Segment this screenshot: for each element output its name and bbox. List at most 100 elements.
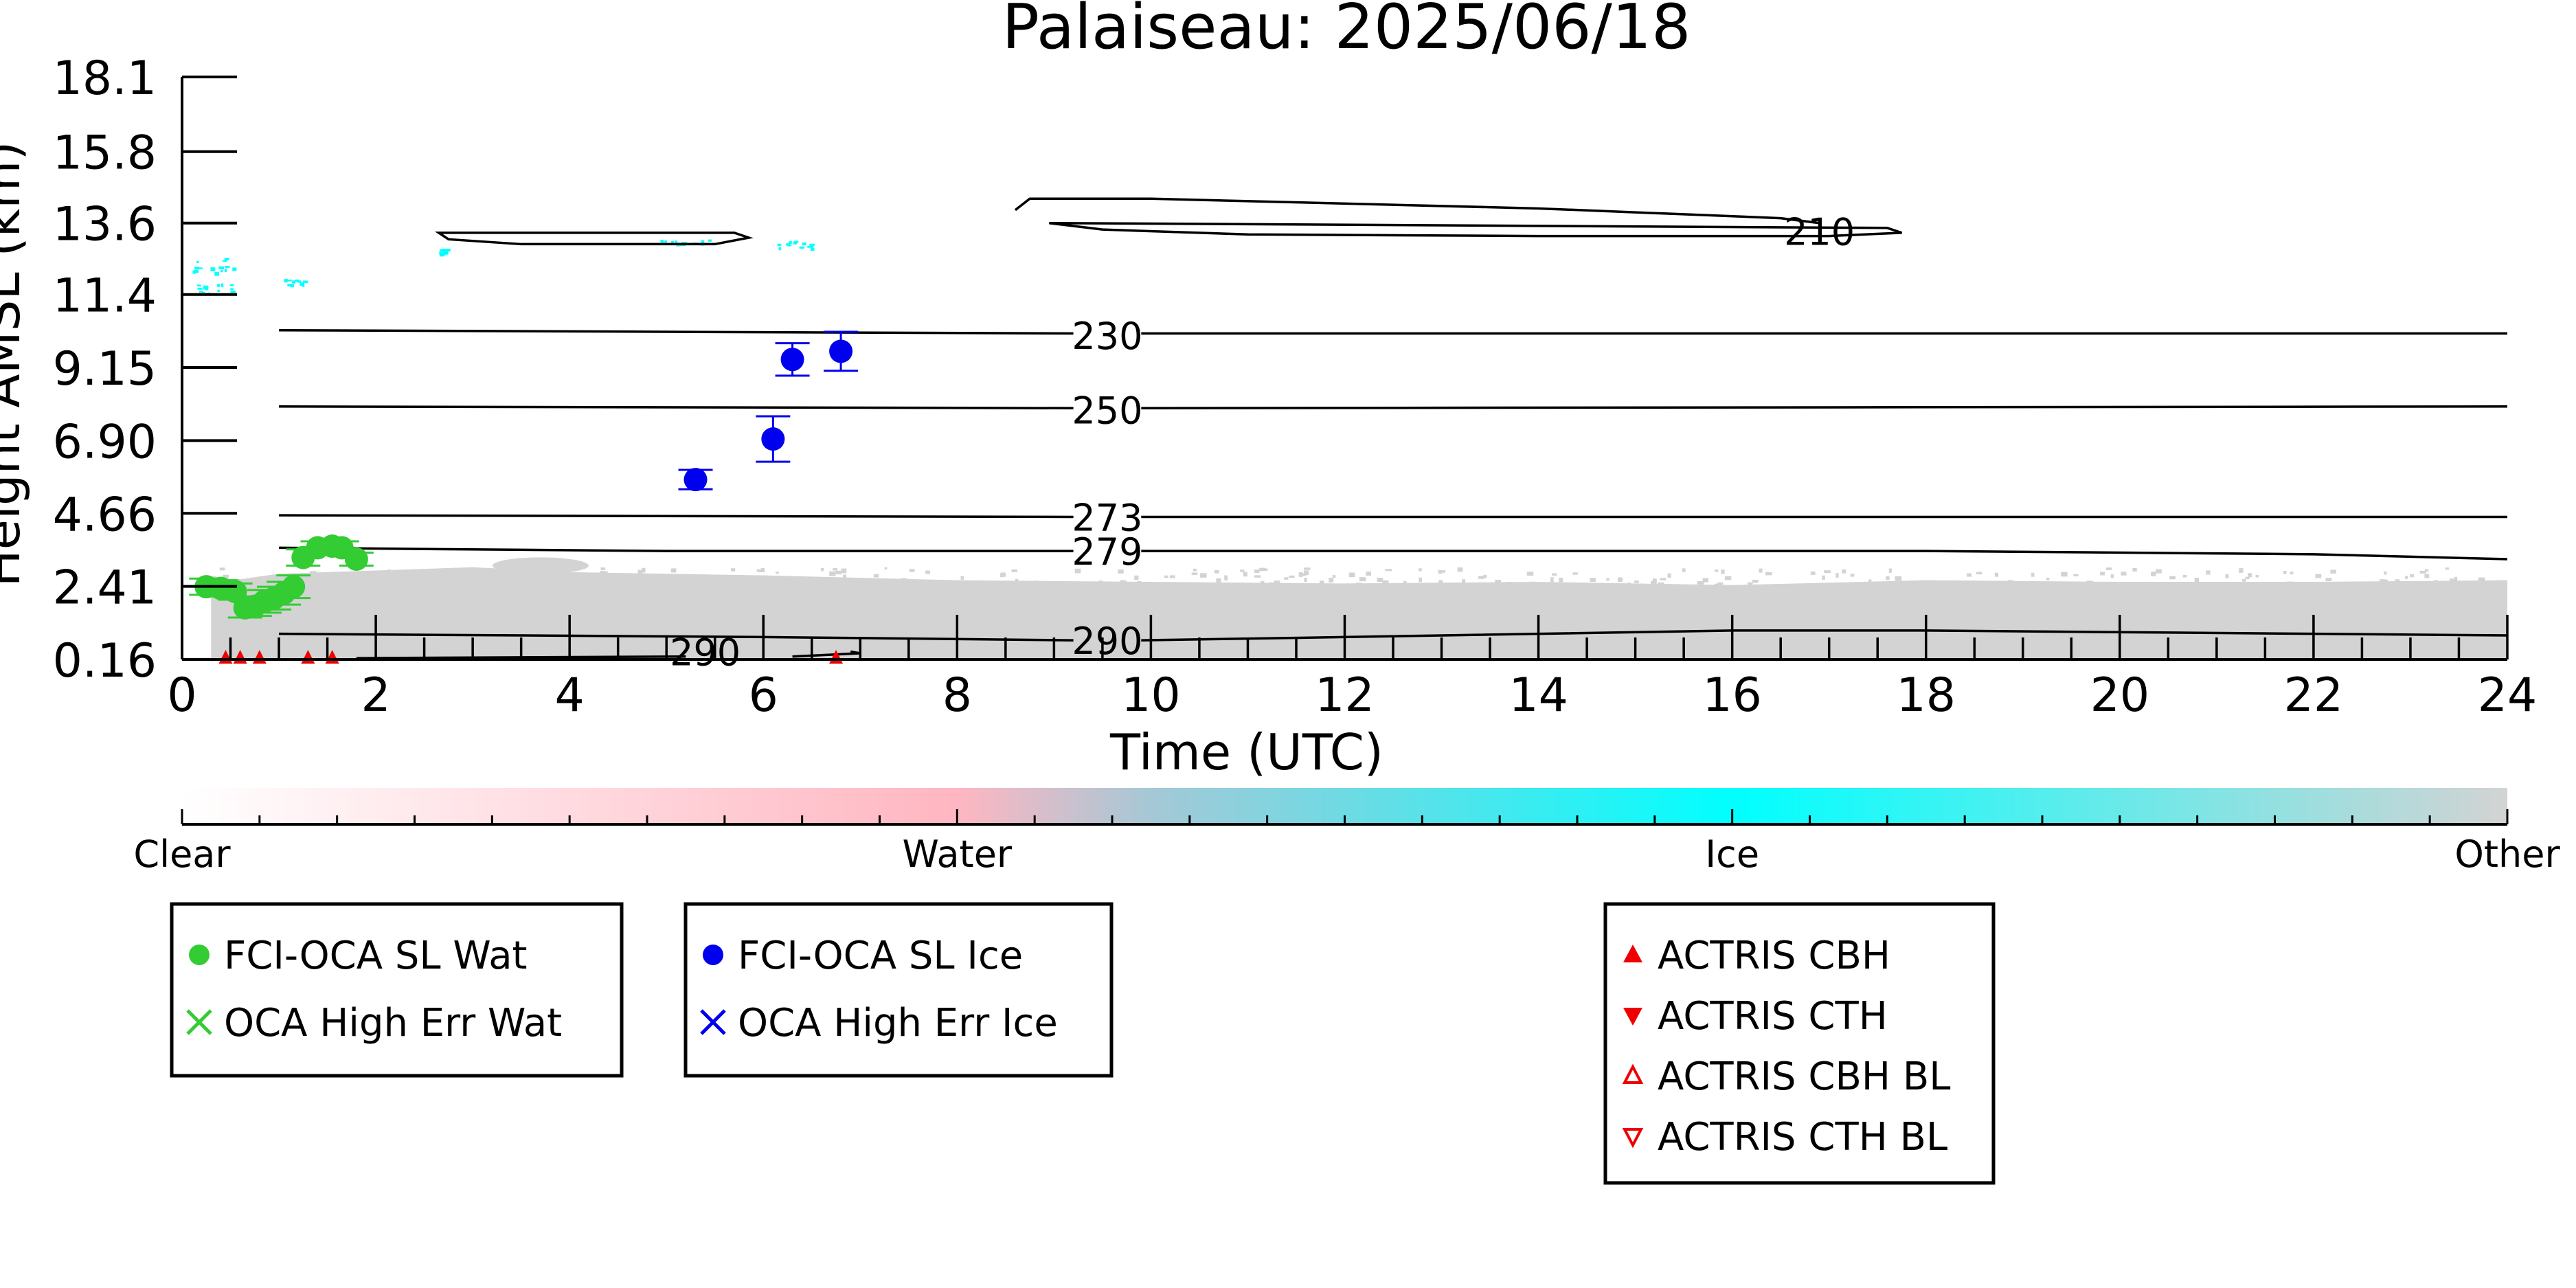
ice-speckle [217,289,221,293]
other-speckle [756,569,762,572]
other-speckle [2255,574,2259,578]
ice-speckle [295,279,299,282]
ice-speckle [297,281,301,283]
other-speckle [2073,574,2079,576]
other-speckle [2061,572,2068,577]
other-speckle [211,576,216,579]
other-speckle [778,576,782,579]
ice-speckle [443,249,449,252]
other-speckle [1682,568,1686,572]
legend-marker-circle [189,945,210,965]
contour-label-210: 210 [1784,211,1855,254]
other-speckle [387,569,391,572]
other-speckle [1355,583,1362,586]
other-speckle [2242,578,2246,582]
ice-speckle [194,267,200,270]
other-speckle [1377,578,1383,583]
other-speckle [1239,569,1245,572]
other-speckle [2132,567,2137,572]
other-speckle [242,580,245,584]
other-speckle [747,580,752,584]
other-speckle [2237,584,2244,587]
other-speckle [900,578,907,583]
other-speckle [2182,574,2187,578]
other-speckle [1822,575,1825,580]
ice-speckle [230,291,236,294]
ice-speckle [284,279,288,283]
other-speckle [1216,578,1221,583]
other-speckle [729,575,735,578]
other-speckle [1850,574,1855,577]
ice-speckle [199,267,203,269]
other-speckle [1572,572,1578,575]
other-speckle [1552,573,1557,576]
other-speckle [613,584,621,589]
other-speckle [1217,583,1225,588]
other-speckle [1658,582,1664,587]
x-tick-label: 0 [167,668,196,723]
other-speckle [1191,572,1198,575]
other-speckle [2383,585,2388,588]
other-speckle [327,578,332,584]
ice-speckle [787,244,792,247]
legend-label: ACTRIS CTH BL [1658,1115,1947,1160]
contour-label-279: 279 [1072,530,1142,574]
other-speckle [850,584,857,588]
legend-marker-circle [703,945,723,965]
other-speckle [1304,577,1307,582]
other-speckle [2021,585,2026,588]
y-tick-label: 6.90 [53,415,157,469]
x-tick-label: 2 [361,668,390,723]
other-speckle [526,580,532,583]
y-tick-label: 11.4 [53,269,157,324]
other-speckle [1530,581,1536,587]
ice-speckle [778,247,782,251]
other-speckle [256,578,260,583]
other-speckle [1702,578,1709,583]
data-points [194,339,853,664]
other-speckle [1462,579,1466,584]
x-tick-label: 12 [1315,668,1375,723]
other-speckle [1506,581,1513,585]
ice-speckle [439,251,442,255]
colorbar-label-other: Other [2454,833,2560,876]
colorbar-label-water: Water [903,833,1013,876]
other-speckle [2100,572,2105,576]
other-speckle [1359,577,1366,582]
other-speckle [2239,568,2244,573]
point-fci-oca-sl-ice-0 [683,468,708,492]
other-speckle [1478,576,1484,579]
other-speckle [1882,583,1888,588]
other-speckle [842,578,847,582]
other-speckle [546,574,552,578]
ice-speckle [287,284,292,287]
other-speckle [1822,585,1826,588]
other-speckle [2434,583,2441,586]
other-speckle [637,579,640,584]
other-speckle [1329,578,1334,583]
ice-speckle [802,242,806,246]
contour-label-230: 230 [1072,315,1142,358]
other-speckle [1714,569,1719,572]
ice-speckle [221,283,224,288]
other-speckle [1895,576,1902,581]
ice-speckle [203,285,209,290]
contour-label-273: 273 [1072,496,1142,539]
other-speckle [2384,572,2387,575]
other-speckle [642,567,646,573]
other-speckle [1385,569,1392,572]
ice-speckle [224,258,229,261]
other-speckle [2169,576,2176,580]
other-speckle [960,576,964,580]
x-tick-label: 16 [1702,668,1762,723]
contour-line-273-0 [279,514,1074,519]
other-speckle [593,585,600,590]
other-speckle [550,582,555,586]
other-speckle [1419,577,1422,583]
other-speckle [1199,573,1207,578]
ice-speckle [214,271,219,276]
other-speckle [2225,583,2228,586]
other-speckle [2110,574,2114,578]
other-speckle [517,585,523,589]
ice-speckle [216,284,221,287]
